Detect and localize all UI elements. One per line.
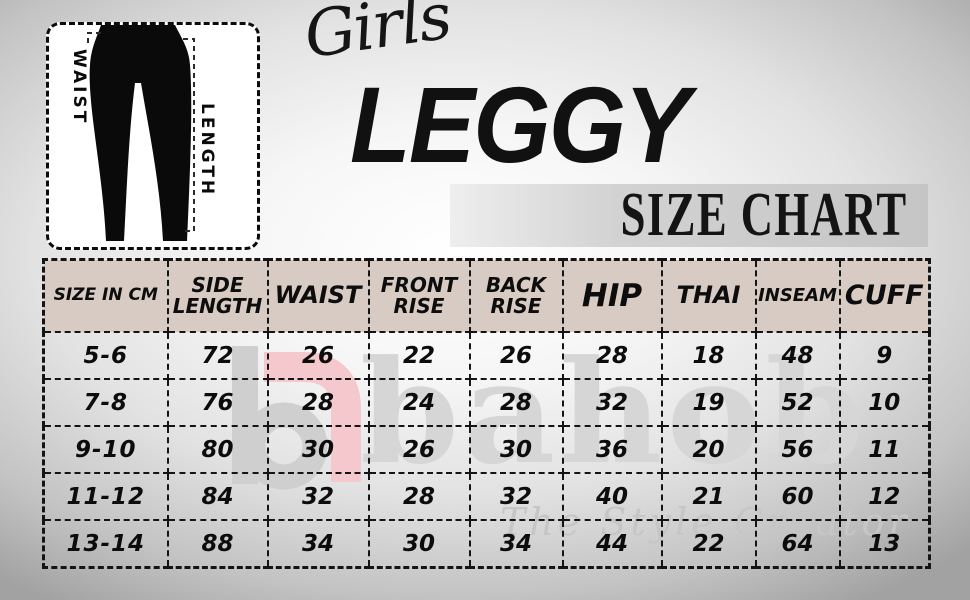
table-row: 9-10 80 30 26 30 36 20 56 11 <box>42 425 931 474</box>
table-cell: 44 <box>561 519 663 569</box>
table-cell: 18 <box>660 331 757 380</box>
table-cell: 60 <box>754 472 841 521</box>
table-header-row: SIZE IN CM SIDE LENGTH WAIST FRONT RISE BACK… <box>42 258 931 333</box>
table-cell: 32 <box>561 378 663 427</box>
table-cell: 80 <box>166 425 269 474</box>
table-cell: 20 <box>660 425 757 474</box>
table-cell: 32 <box>266 472 370 521</box>
column-header-cuff: CUFF <box>838 258 931 333</box>
table-cell: 13 <box>838 519 931 569</box>
column-header-size-in-cm: SIZE IN CM <box>42 258 169 333</box>
size-table: SIZE IN CM SIDE LENGTH WAIST FRONT RISE BACK… <box>42 258 931 569</box>
leggings-silhouette-icon <box>87 25 195 241</box>
column-header-thai: THAI <box>660 258 757 333</box>
table-cell: 26 <box>266 331 370 380</box>
row-size-label: 13-14 <box>42 519 169 569</box>
waist-bracket <box>87 32 101 43</box>
length-bracket <box>183 38 195 232</box>
table-row: 11-12 84 32 28 32 40 21 60 12 <box>42 472 931 521</box>
table-cell: 84 <box>166 472 269 521</box>
table-cell: 9 <box>838 331 931 380</box>
table-cell: 12 <box>838 472 931 521</box>
size-chart-banner: SIZE CHART <box>450 184 928 247</box>
table-cell: 11 <box>838 425 931 474</box>
title-main-leggy: LEGGY <box>350 64 690 185</box>
table-cell: 28 <box>367 472 471 521</box>
table-cell: 28 <box>561 331 663 380</box>
row-size-label: 11-12 <box>42 472 169 521</box>
size-chart-banner-label: SIZE CHART <box>621 181 908 249</box>
table-cell: 52 <box>754 378 841 427</box>
row-size-label: 7-8 <box>42 378 169 427</box>
table-cell: 76 <box>166 378 269 427</box>
table-cell: 34 <box>468 519 564 569</box>
table-cell: 19 <box>660 378 757 427</box>
table-row: 5-6 72 26 22 26 28 18 48 9 <box>42 331 931 380</box>
column-header-back-rise: BACK RISE <box>468 258 564 333</box>
table-cell: 10 <box>838 378 931 427</box>
table-cell: 32 <box>468 472 564 521</box>
table-row: 13-14 88 34 30 34 44 22 64 13 <box>42 519 931 569</box>
table-cell: 56 <box>754 425 841 474</box>
table-cell: 48 <box>754 331 841 380</box>
table-cell: 40 <box>561 472 663 521</box>
table-cell: 30 <box>266 425 370 474</box>
table-cell: 26 <box>367 425 471 474</box>
table-cell: 22 <box>367 331 471 380</box>
table-cell: 21 <box>660 472 757 521</box>
table-cell: 72 <box>166 331 269 380</box>
table-cell: 28 <box>468 378 564 427</box>
table-cell: 28 <box>266 378 370 427</box>
row-size-label: 9-10 <box>42 425 169 474</box>
title-script-girls: Girls <box>300 0 455 74</box>
table-cell: 88 <box>166 519 269 569</box>
table-row: 7-8 76 28 24 28 32 19 52 10 <box>42 378 931 427</box>
table-cell: 22 <box>660 519 757 569</box>
table-cell: 30 <box>468 425 564 474</box>
row-size-label: 5-6 <box>42 331 169 380</box>
table-cell: 24 <box>367 378 471 427</box>
column-header-waist: WAIST <box>266 258 370 333</box>
column-header-inseam: INSEAM <box>754 258 841 333</box>
table-cell: 26 <box>468 331 564 380</box>
table-cell: 36 <box>561 425 663 474</box>
table-cell: 34 <box>266 519 370 569</box>
column-header-hip: HIP <box>561 258 663 333</box>
table-cell: 64 <box>754 519 841 569</box>
leggings-diagram: WAIST LENGTH <box>46 22 260 250</box>
waist-label: WAIST <box>69 49 89 126</box>
length-label: LENGTH <box>197 103 217 198</box>
column-header-front-rise: FRONT RISE <box>367 258 471 333</box>
table-cell: 30 <box>367 519 471 569</box>
column-header-side-length: SIDE LENGTH <box>166 258 269 333</box>
